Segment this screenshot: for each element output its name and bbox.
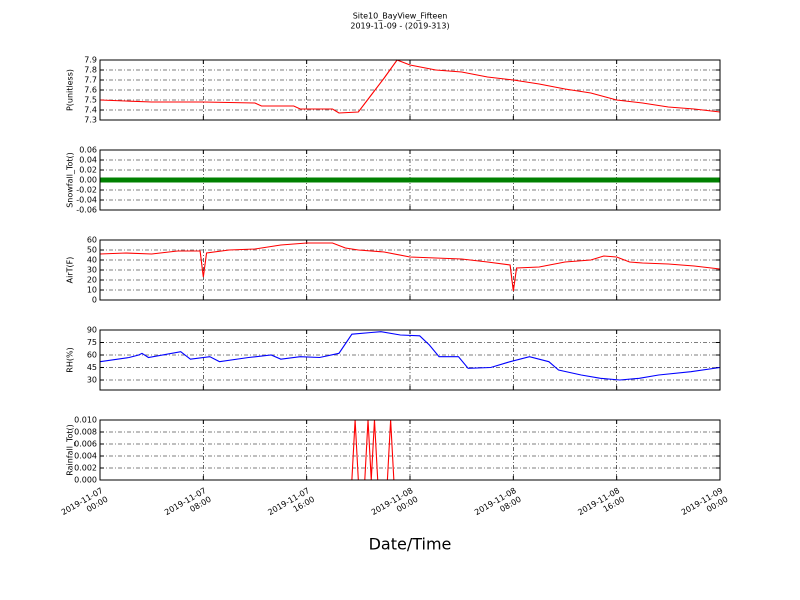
data-line [99,331,721,381]
y-axis-label: RH(%) [66,347,75,372]
y-tick-label: 50 [87,246,97,255]
x-tick-label: 2019-11-0708:00 [163,486,213,526]
axes-frame [99,329,721,391]
y-tick-label: 90 [87,326,97,335]
data-line [99,242,721,292]
y-axis-label: Snowfall_Tot() [66,152,75,208]
y-tick-label: 7.9 [84,56,97,65]
y-tick-label: 0.008 [74,428,97,437]
axes-frame [99,149,721,211]
axes-frame [99,59,721,121]
y-tick-label: 7.3 [84,116,97,125]
y-tick-label: 0.006 [74,440,97,449]
y-tick-label: 0.04 [79,156,97,165]
chart-title: Site10_BayView_Fifteen [353,12,448,21]
y-tick-label: -0.02 [76,186,97,195]
y-tick-label: 7.8 [84,66,97,75]
y-tick-label: 7.5 [84,96,97,105]
y-tick-label: -0.06 [76,206,97,215]
y-tick-label: 20 [87,276,97,285]
y-tick-label: 0.002 [74,464,97,473]
axes-frame [99,419,721,481]
y-tick-label: 60 [87,236,97,245]
y-tick-label: 0.06 [79,146,97,155]
y-tick-label: -0.04 [76,196,97,205]
y-axis-label: AirT(F) [66,257,75,284]
y-tick-label: 0.00 [79,176,97,185]
x-tick-label: 2019-11-0700:00 [59,486,109,526]
y-tick-label: 30 [87,266,97,275]
y-tick-label: 10 [87,286,97,295]
y-tick-label: 45 [87,363,97,372]
y-tick-label: 0.02 [79,166,97,175]
axes-frame [99,239,721,301]
y-tick-label: 7.6 [84,86,97,95]
y-axis-label: P(unitless) [66,69,75,111]
y-tick-label: 75 [87,338,97,347]
x-tick-label: 2019-11-0716:00 [266,486,316,526]
chart-subtitle: 2019-11-09 - (2019-313) [350,22,449,31]
x-axis-label: Date/Time [369,535,452,554]
y-tick-label: 0.004 [74,452,97,461]
y-axis-label: Rainfall_Tot() [66,424,75,476]
y-tick-label: 7.4 [84,106,97,115]
x-tick-label: 2019-11-0808:00 [473,486,523,526]
x-tick-label: 2019-11-0800:00 [369,486,419,526]
y-tick-label: 0.000 [74,476,97,485]
y-tick-label: 60 [87,351,97,360]
x-tick-label: 2019-11-0816:00 [576,486,626,526]
y-tick-label: 7.7 [84,76,97,85]
y-tick-label: 30 [87,376,97,385]
x-tick-label: 2019-11-0900:00 [679,486,729,526]
y-tick-label: 0 [92,296,97,305]
y-tick-label: 40 [87,256,97,265]
y-tick-label: 0.010 [74,416,97,425]
